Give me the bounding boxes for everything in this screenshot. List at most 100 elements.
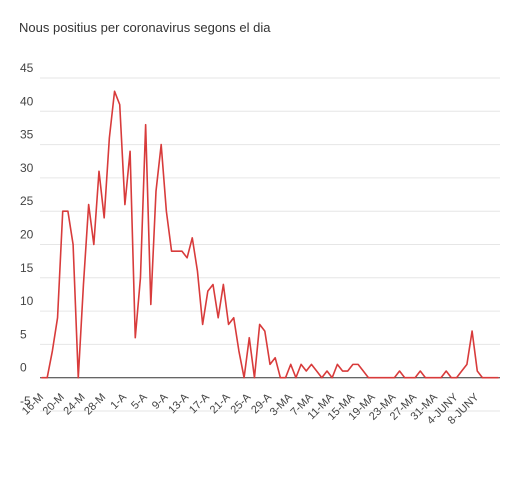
x-tick-label: 1-A [108,391,129,412]
y-axis: -5 0 5 10 15 20 25 30 35 40 45 [20,61,34,408]
x-tick-label: 17-A [187,391,212,416]
data-point [450,377,452,379]
chart-title: Nous positius per coronavirus segons el … [19,20,271,35]
data-point [341,370,343,372]
y-tick-label: 15 [20,261,34,275]
data-point [119,103,121,105]
data-point [461,370,463,372]
x-tick-label: 21-A [208,391,233,416]
x-tick-label: 28-M [82,391,108,417]
data-point [295,377,297,379]
data-point [352,363,354,365]
data-point [196,270,198,272]
data-point [191,237,193,239]
data-point [41,377,43,379]
data-point [414,377,416,379]
data-point [305,370,307,372]
data-point [98,170,100,172]
x-axis: 16-M20-M24-M28-M 1-A 5-A 9-A13-A17-A21-A25-… [20,391,482,427]
data-point [181,250,183,252]
data-point [486,377,488,379]
data-point [87,203,89,205]
data-point [160,143,162,145]
data-point [393,377,395,379]
data-point [331,377,333,379]
data-point [315,370,317,372]
y-tick-label: 0 [20,361,27,375]
x-tick-label: 13-A [166,391,191,416]
data-point [347,370,349,372]
y-tick-label: -5 [20,394,31,408]
data-point [144,123,146,125]
data-point [108,137,110,139]
data-point [388,377,390,379]
x-tick-label: 25-A [228,391,253,416]
data-point [165,210,167,212]
data-point [93,243,95,245]
data-point [471,330,473,332]
data-point [129,150,131,152]
data-point [326,370,328,372]
data-point [103,217,105,219]
data-point [497,377,499,379]
y-tick-label: 35 [20,128,34,142]
data-point [279,377,281,379]
data-point [269,363,271,365]
data-point [383,377,385,379]
data-point [155,190,157,192]
x-tick-label: 20-M [41,391,67,417]
data-point [113,90,115,92]
data-point [150,303,152,305]
data-point [72,243,74,245]
data-point [186,257,188,259]
data-point [378,377,380,379]
grid-layer [40,77,500,412]
x-tick-label: 24-M [61,391,87,417]
data-point [139,277,141,279]
data-point [398,370,400,372]
data-point [201,323,203,325]
data-point [134,337,136,339]
y-tick-label: 20 [20,228,34,242]
data-point [233,317,235,319]
y-tick-label: 45 [20,61,34,75]
data-point [404,377,406,379]
series-layer [41,90,499,379]
data-point [409,377,411,379]
data-point [362,370,364,372]
data-point [170,250,172,252]
data-point [300,363,302,365]
data-point [284,377,286,379]
data-point [321,377,323,379]
data-point [492,377,494,379]
data-point [124,203,126,205]
data-point [56,317,58,319]
data-point [212,283,214,285]
data-point [357,363,359,365]
series-line [41,90,499,379]
data-point [445,370,447,372]
data-point [238,350,240,352]
data-point [424,377,426,379]
data-point [82,283,84,285]
data-point [274,357,276,359]
data-point [310,363,312,365]
data-point [264,330,266,332]
x-tick-label: 5-A [129,391,150,412]
data-point [367,377,369,379]
y-tick-label: 5 [20,327,27,341]
y-tick-label: 25 [20,194,34,208]
data-point [51,350,53,352]
data-point [243,377,245,379]
data-point [466,363,468,365]
data-point [217,317,219,319]
data-point [62,210,64,212]
y-tick-label: 40 [20,94,34,108]
data-point [77,377,79,379]
y-tick-label: 10 [20,294,34,308]
x-tick-label: 3-MA [268,391,296,419]
data-point [253,377,255,379]
data-point [429,377,431,379]
